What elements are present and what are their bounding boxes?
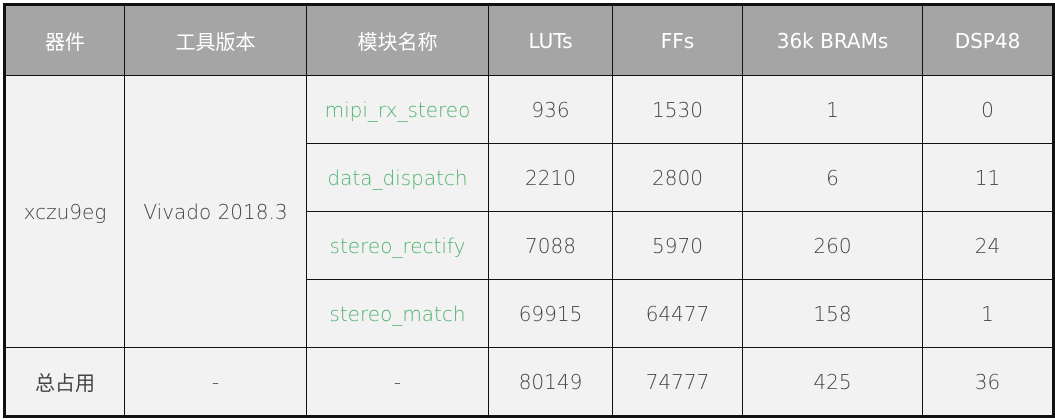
total-ffs: 74777 (612, 347, 743, 417)
brams-cell: 158 (742, 279, 923, 348)
module-cell: stereo_match (306, 279, 489, 348)
brams-cell: 260 (742, 211, 923, 280)
total-label: 总占用 (4, 347, 125, 417)
dsp-cell: 11 (922, 143, 1054, 212)
brams-cell: 1 (742, 75, 923, 144)
tool-version-cell: Vivado 2018.3 (124, 75, 307, 348)
luts-cell: 69915 (488, 279, 613, 348)
ffs-cell: 2800 (612, 143, 743, 212)
total-brams: 425 (742, 347, 923, 417)
luts-cell: 7088 (488, 211, 613, 280)
ffs-cell: 1530 (612, 75, 743, 144)
total-tool-cell: - (124, 347, 307, 417)
brams-cell: 6 (742, 143, 923, 212)
header-module-name: 模块名称 (306, 4, 489, 76)
dsp-cell: 0 (922, 75, 1054, 144)
header-ffs: FFs (612, 4, 743, 76)
table-row: stereo_rectify 7088 5970 260 24 (5, 211, 1054, 280)
header-brams: 36k BRAMs (742, 4, 923, 76)
module-cell: stereo_rectify (306, 211, 489, 280)
table-row: xczu9eg Vivado 2018.3 mipi_rx_stereo 936… (4, 75, 1054, 348)
total-dsp: 36 (922, 347, 1054, 417)
module-cell: data_dispatch (306, 143, 489, 212)
header-luts: LUTs (488, 4, 613, 76)
luts-cell: 936 (488, 75, 613, 144)
total-row: 总占用 - - 80149 74777 425 36 (4, 347, 1054, 417)
dsp-cell: 24 (922, 211, 1054, 280)
ffs-cell: 5970 (612, 211, 743, 280)
header-dsp48: DSP48 (922, 4, 1054, 76)
table-row: stereo_match 69915 64477 158 1 (5, 279, 1054, 348)
device-cell: xczu9eg (4, 75, 125, 348)
table-row: data_dispatch 2210 2800 6 11 (5, 143, 1054, 212)
header-tool-version: 工具版本 (124, 4, 307, 76)
luts-cell: 2210 (488, 143, 613, 212)
module-cell: mipi_rx_stereo (306, 75, 489, 144)
header-device: 器件 (4, 4, 125, 76)
ffs-cell: 64477 (612, 279, 743, 348)
total-module-cell: - (306, 347, 489, 417)
header-row: 器件 工具版本 模块名称 LUTs FFs 36k BRAMs DSP48 (4, 4, 1054, 76)
dsp-cell: 1 (922, 279, 1054, 348)
resource-utilization-table: 器件 工具版本 模块名称 LUTs FFs 36k BRAMs DSP48 xc… (3, 3, 1055, 418)
total-luts: 80149 (488, 347, 613, 417)
